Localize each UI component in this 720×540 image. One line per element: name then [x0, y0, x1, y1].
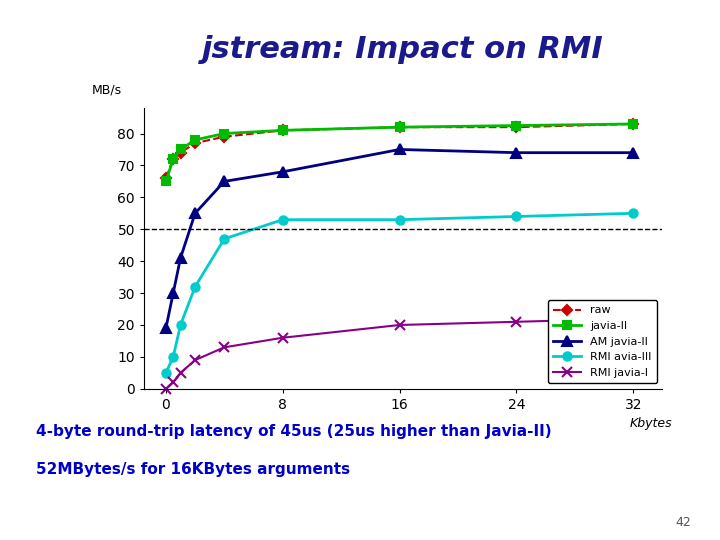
- AM javia-II: [395, 146, 404, 153]
- AM javia-II: [176, 255, 185, 261]
- Line: javia-II: javia-II: [162, 120, 637, 186]
- javia-II: [395, 124, 404, 130]
- RMI avia-III: [512, 213, 521, 220]
- RMI javia-I: [512, 319, 521, 325]
- RMI avia-III: [169, 354, 178, 360]
- RMI avia-III: [279, 217, 287, 223]
- raw: [176, 150, 185, 156]
- raw: [169, 156, 178, 163]
- javia-II: [220, 130, 229, 137]
- javia-II: [512, 123, 521, 129]
- AM javia-II: [220, 178, 229, 185]
- RMI javia-I: [629, 315, 637, 322]
- RMI javia-I: [176, 369, 185, 376]
- javia-II: [176, 146, 185, 153]
- Legend: raw, javia-II, AM javia-II, RMI avia-III, RMI javia-I: raw, javia-II, AM javia-II, RMI avia-III…: [548, 300, 657, 383]
- javia-II: [161, 178, 170, 185]
- RMI javia-I: [169, 379, 178, 386]
- RMI javia-I: [161, 386, 170, 392]
- AM javia-II: [161, 325, 170, 332]
- raw: [395, 124, 404, 130]
- RMI avia-III: [395, 217, 404, 223]
- Text: jstream: Impact on RMI: jstream: Impact on RMI: [202, 35, 604, 64]
- javia-II: [169, 156, 178, 163]
- raw: [512, 124, 521, 130]
- RMI javia-I: [191, 357, 199, 363]
- AM javia-II: [191, 210, 199, 217]
- RMI avia-III: [161, 369, 170, 376]
- javia-II: [629, 121, 637, 127]
- RMI javia-I: [279, 334, 287, 341]
- AM javia-II: [629, 150, 637, 156]
- raw: [220, 133, 229, 140]
- raw: [161, 175, 170, 181]
- Text: 42: 42: [675, 516, 691, 529]
- RMI avia-III: [629, 210, 637, 217]
- RMI javia-I: [220, 344, 229, 350]
- Text: MB/s: MB/s: [92, 84, 122, 97]
- Line: AM javia-II: AM javia-II: [161, 145, 638, 333]
- javia-II: [279, 127, 287, 133]
- AM javia-II: [512, 150, 521, 156]
- Text: 4-byte round-trip latency of 45us (25us higher than Javia-II): 4-byte round-trip latency of 45us (25us …: [36, 424, 552, 439]
- Line: raw: raw: [163, 120, 636, 181]
- RMI avia-III: [176, 322, 185, 328]
- AM javia-II: [169, 290, 178, 296]
- Text: Kbytes: Kbytes: [630, 417, 672, 430]
- raw: [279, 127, 287, 133]
- RMI javia-I: [395, 322, 404, 328]
- Text: 52MBytes/s for 16KBytes arguments: 52MBytes/s for 16KBytes arguments: [36, 462, 350, 477]
- raw: [629, 121, 637, 127]
- AM javia-II: [279, 168, 287, 175]
- javia-II: [191, 137, 199, 143]
- RMI avia-III: [220, 235, 229, 242]
- Line: RMI avia-III: RMI avia-III: [162, 209, 637, 377]
- Line: RMI javia-I: RMI javia-I: [161, 314, 638, 394]
- raw: [191, 140, 199, 146]
- RMI avia-III: [191, 284, 199, 290]
